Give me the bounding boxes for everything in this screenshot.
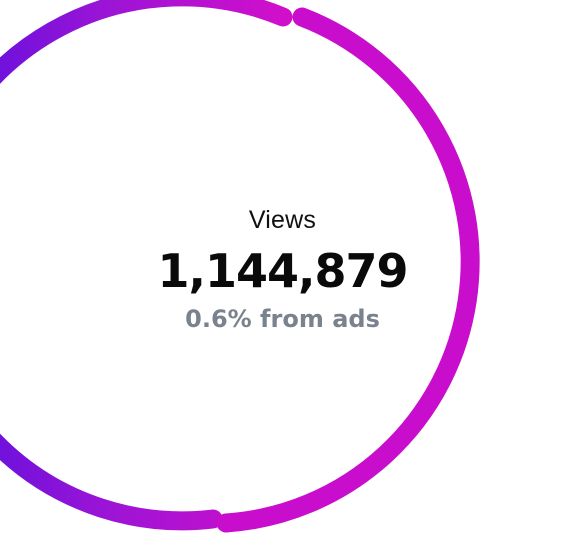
ring-segment-organic	[0, 0, 293, 531]
stat-subtext: 0.6% from ads	[185, 305, 380, 333]
stat-value: 1,144,879	[157, 244, 409, 298]
ring-segment-right	[216, 7, 480, 533]
stat-label: Views	[248, 206, 317, 234]
stat-center: Views 1,144,879 0.6% from ads	[0, 196, 565, 334]
